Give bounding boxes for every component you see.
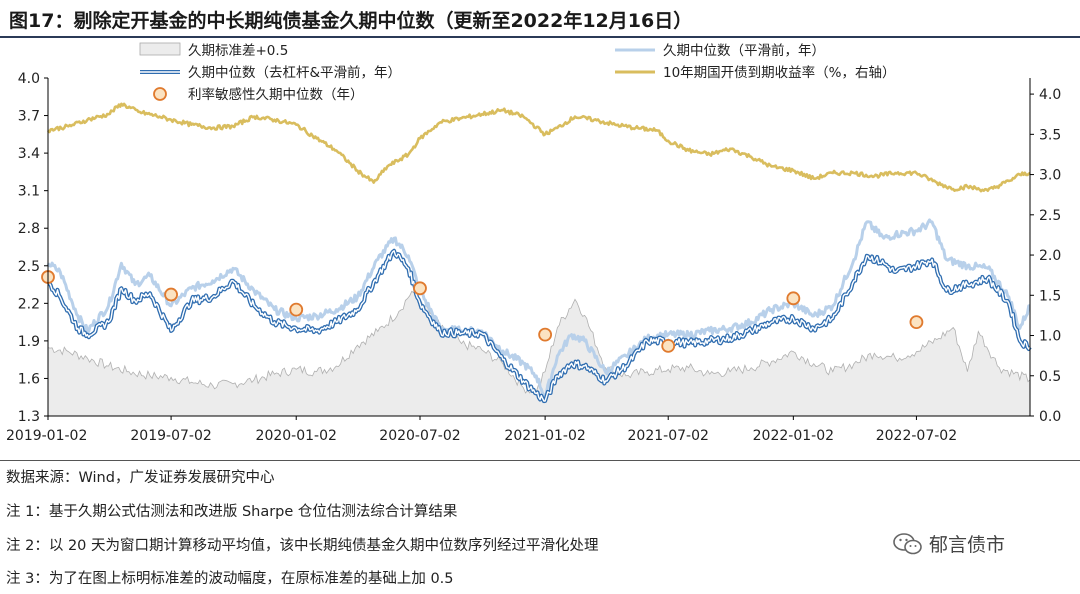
- left-tick-label-0: 1.3: [18, 409, 40, 425]
- legend-swatch-0: [139, 42, 181, 56]
- x-tick-label-0: 2019-01-02: [6, 428, 87, 444]
- series-layer: [41, 102, 1032, 417]
- left-tick-label-8: 3.7: [18, 109, 40, 125]
- x-tick-label-1: 2019-07-02: [130, 428, 211, 444]
- left-tick-label-3: 2.2: [18, 296, 40, 312]
- x-tick-label-7: 2022-07-02: [876, 428, 957, 444]
- x-tick-label-5: 2021-07-02: [628, 428, 709, 444]
- legend-label-1: 久期中位数（平滑前，年）: [663, 42, 825, 59]
- right-tick-label-4: 2.0: [1039, 248, 1061, 264]
- scatter-point-2: [289, 302, 304, 317]
- series-line-1: [46, 218, 1031, 399]
- scatter-point-5: [661, 338, 676, 353]
- right-tick-label-2: 1.0: [1039, 329, 1061, 345]
- watermark-text: 郁言债市: [929, 534, 1006, 556]
- x-tick-label-4: 2021-01-02: [504, 428, 585, 444]
- scatter-point-4: [538, 327, 553, 342]
- legend-item-2: 久期中位数（去杠杆&平滑前，年）: [140, 64, 401, 81]
- x-tick-label-6: 2022-01-02: [753, 428, 834, 444]
- right-tick-label-8: 4.0: [1039, 87, 1061, 103]
- left-tick-label-6: 3.1: [18, 184, 40, 200]
- legend-item-3: 10年期国开债到期收益率（%，右轴）: [615, 64, 896, 81]
- series-line-3: [46, 102, 1031, 193]
- wechat-icon: [893, 532, 922, 554]
- scatter-point-7: [909, 315, 924, 330]
- note-2: 注 2：以 20 天为窗口期计算移动平均值，该中长期纯债基金久期中位数序列经过平…: [6, 538, 599, 554]
- left-tick-label-1: 1.6: [18, 371, 40, 387]
- series-line-inner-2: [47, 250, 1031, 402]
- duration-chart: 久期标准差+0.5 久期中位数（平滑前，年） 久期中位数（去杠杆&平滑前，年） 10年…: [6, 42, 1061, 444]
- note-1: 注 1：基于久期公式估测法和改进版 Sharpe 仓位估测法综合计算结果: [6, 504, 458, 520]
- legend-item-4: 利率敏感性久期中位数（年）: [153, 86, 364, 103]
- legend-item-0: 久期标准差+0.5: [139, 42, 288, 59]
- watermark: 郁言债市: [893, 530, 1005, 557]
- left-tick-label-4: 2.5: [18, 259, 40, 275]
- axes-layer: 1.3 1.6 1.9 2.2 2.5 2.8 3.1 3.4 3.7 4.0 0.0 0.5 1.0 1…: [6, 71, 1061, 444]
- legend-label-4: 利率敏感性久期中位数（年）: [188, 86, 364, 103]
- note-3: 注 3：为了在图上标明标准差的波动幅度，在原标准差的基础上加 0.5: [6, 571, 454, 587]
- source-divider: [0, 460, 1080, 461]
- left-tick-label-9: 4.0: [18, 71, 40, 87]
- x-tick-label-2: 2020-01-02: [256, 428, 337, 444]
- left-tick-label-5: 2.8: [18, 221, 40, 237]
- right-tick-label-3: 1.5: [1039, 288, 1061, 304]
- left-tick-label-2: 1.9: [18, 334, 40, 350]
- legend-label-3: 10年期国开债到期收益率（%，右轴）: [663, 64, 896, 81]
- right-tick-label-5: 2.5: [1039, 208, 1061, 224]
- scatter-point-3: [413, 281, 427, 296]
- legend-swatch-4: [153, 87, 167, 101]
- chart-legend: 久期标准差+0.5 久期中位数（平滑前，年） 久期中位数（去杠杆&平滑前，年） 10年…: [139, 42, 896, 103]
- scatter-point-6: [786, 291, 801, 306]
- legend-label-2: 久期中位数（去杠杆&平滑前，年）: [188, 64, 401, 81]
- title-underline: [0, 36, 1080, 38]
- note-source: 数据来源：Wind，广发证券发展研究中心: [6, 470, 275, 486]
- legend-item-1: 久期中位数（平滑前，年）: [615, 42, 825, 59]
- right-tick-label-6: 3.0: [1039, 168, 1061, 184]
- legend-label-0: 久期标准差+0.5: [188, 43, 288, 59]
- x-tick-label-3: 2020-07-02: [379, 428, 460, 444]
- right-tick-label-7: 3.5: [1039, 127, 1061, 143]
- scatter-point-1: [164, 287, 178, 302]
- right-tick-label-1: 0.5: [1039, 369, 1061, 385]
- chart-title: 图17：剔除定开基金的中长期纯债基金久期中位数（更新至2022年12月16日）: [9, 10, 693, 32]
- left-tick-label-7: 3.4: [18, 146, 40, 162]
- right-tick-label-0: 0.0: [1039, 409, 1061, 425]
